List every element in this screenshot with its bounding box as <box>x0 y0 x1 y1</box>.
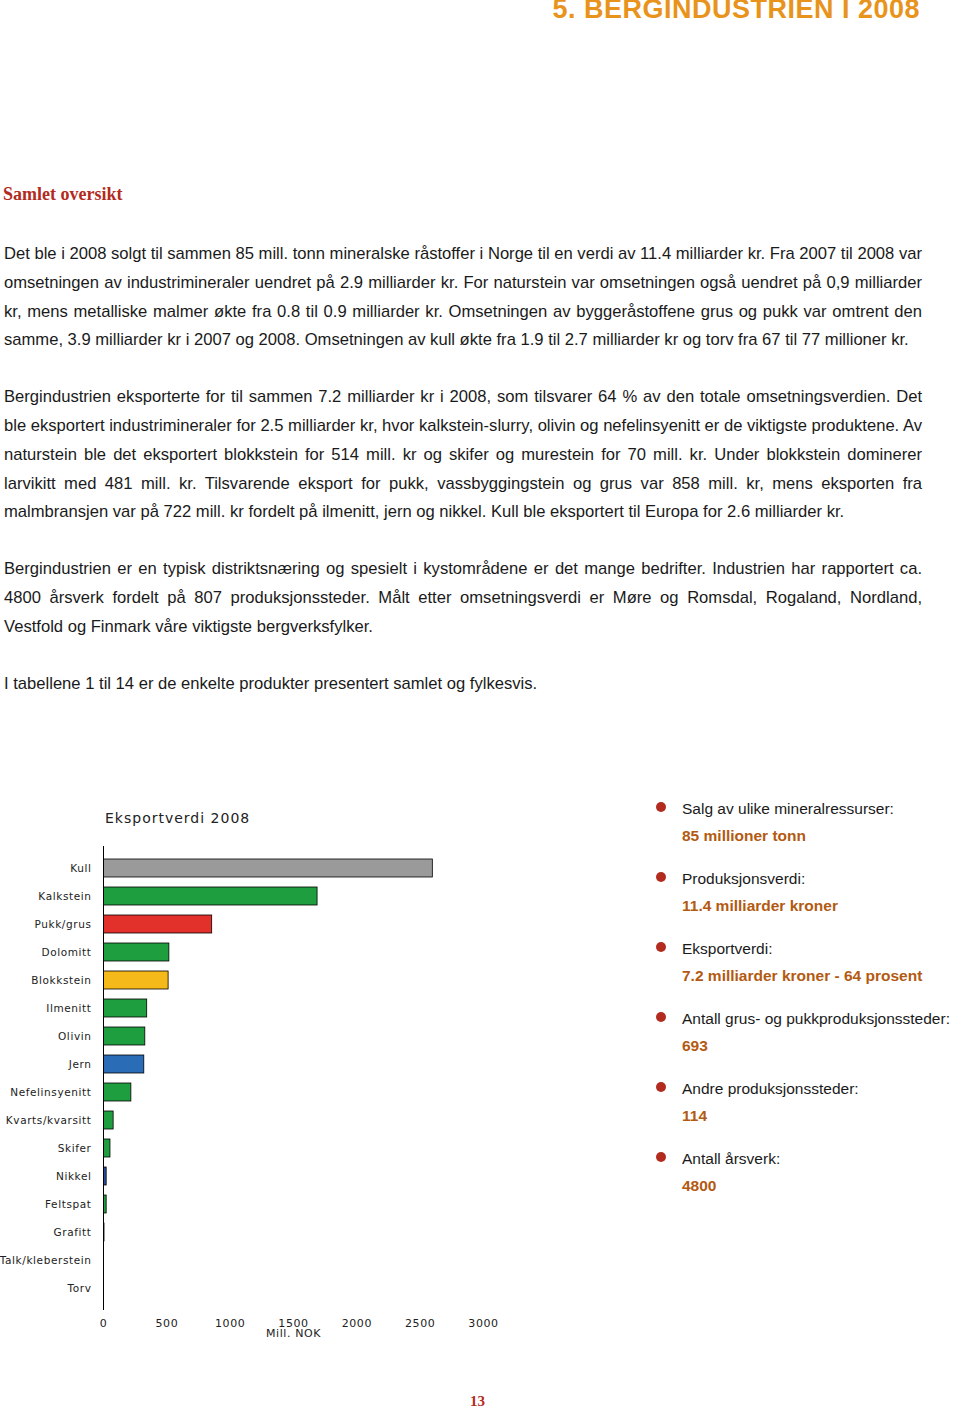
svg-text:500: 500 <box>155 1317 178 1330</box>
html-text:Andre produksjonssteder:: Andre produksjonssteder: <box>682 1080 859 1097</box>
svg-text:Nefelinsyenitt: Nefelinsyenitt <box>10 1086 91 1098</box>
svg-text:Blokkstein: Blokkstein <box>31 974 91 986</box>
svg-text:Jern: Jern <box>68 1058 92 1070</box>
html-text:114: 114 <box>682 1107 707 1124</box>
html-text:I tabellene 1 til 14 er de enk: I tabellene 1 til 14 er de enkelte produ… <box>4 673 538 693</box>
html-text:Antall årsverk:: Antall årsverk: <box>682 1150 781 1167</box>
html-text:Det ble i 2008 solgt til samme: Det ble i 2008 solgt til sammen 85 mill.… <box>4 244 922 350</box>
svg-text:Grafitt: Grafitt <box>54 1226 92 1238</box>
html-text:Bergindustrien er en typisk di: Bergindustrien er en typisk distriktsnær… <box>4 559 922 636</box>
svg-text:Torv: Torv <box>67 1282 92 1294</box>
svg-text:Feltspat: Feltspat <box>45 1198 91 1210</box>
html-text:693: 693 <box>682 1037 708 1054</box>
svg-text:Talk/kleberstein: Talk/kleberstein <box>0 1254 92 1266</box>
html-text:Samlet oversikt: Samlet oversikt <box>3 184 123 204</box>
svg-text:Pukk/grus: Pukk/grus <box>34 918 91 930</box>
svg-text:3000: 3000 <box>468 1317 498 1330</box>
html-text:Eksportverdi 2008: Eksportverdi 2008 <box>105 810 251 826</box>
svg-text:Kalkstein: Kalkstein <box>38 890 91 902</box>
svg-text:Nikkel: Nikkel <box>56 1170 92 1182</box>
svg-text:Kull: Kull <box>70 862 91 874</box>
html-text:11.4 milliarder kroner: 11.4 milliarder kroner <box>682 897 838 914</box>
svg-text:2500: 2500 <box>405 1317 435 1330</box>
svg-text:0: 0 <box>100 1317 108 1330</box>
svg-text:1500: 1500 <box>278 1317 309 1331</box>
svg-text:2000: 2000 <box>342 1317 372 1330</box>
svg-text:Skifer: Skifer <box>58 1142 92 1154</box>
html-text:Bergindustrien eksporterte for: Bergindustrien eksporterte for til samme… <box>4 387 922 522</box>
html-text:Antall grus- og pukkproduksjon: Antall grus- og pukkproduksjonssteder: <box>682 1010 950 1027</box>
html-text:4800: 4800 <box>682 1177 717 1194</box>
svg-text:Kvarts/kvarsitt: Kvarts/kvarsitt <box>6 1114 92 1126</box>
svg-text:Ilmenitt: Ilmenitt <box>46 1002 91 1014</box>
html-text:85 millioner tonn: 85 millioner tonn <box>682 827 806 844</box>
svg-text:Dolomitt: Dolomitt <box>41 946 91 958</box>
html-text:13: 13 <box>470 1393 485 1409</box>
html-text:Eksportverdi:: Eksportverdi: <box>682 940 773 957</box>
html-text:Produksjonsverdi:: Produksjonsverdi: <box>682 870 806 887</box>
html-text:Salg av ulike mineralressurser: Salg av ulike mineralressurser: <box>682 800 894 817</box>
svg-text:Mill. NOK: Mill. NOK <box>266 1327 321 1340</box>
svg-text:1000: 1000 <box>215 1317 245 1330</box>
html-text:7.2 milliarder kroner - 64 pro: 7.2 milliarder kroner - 64 prosent <box>682 967 923 984</box>
svg-text:Olivin: Olivin <box>58 1030 92 1042</box>
